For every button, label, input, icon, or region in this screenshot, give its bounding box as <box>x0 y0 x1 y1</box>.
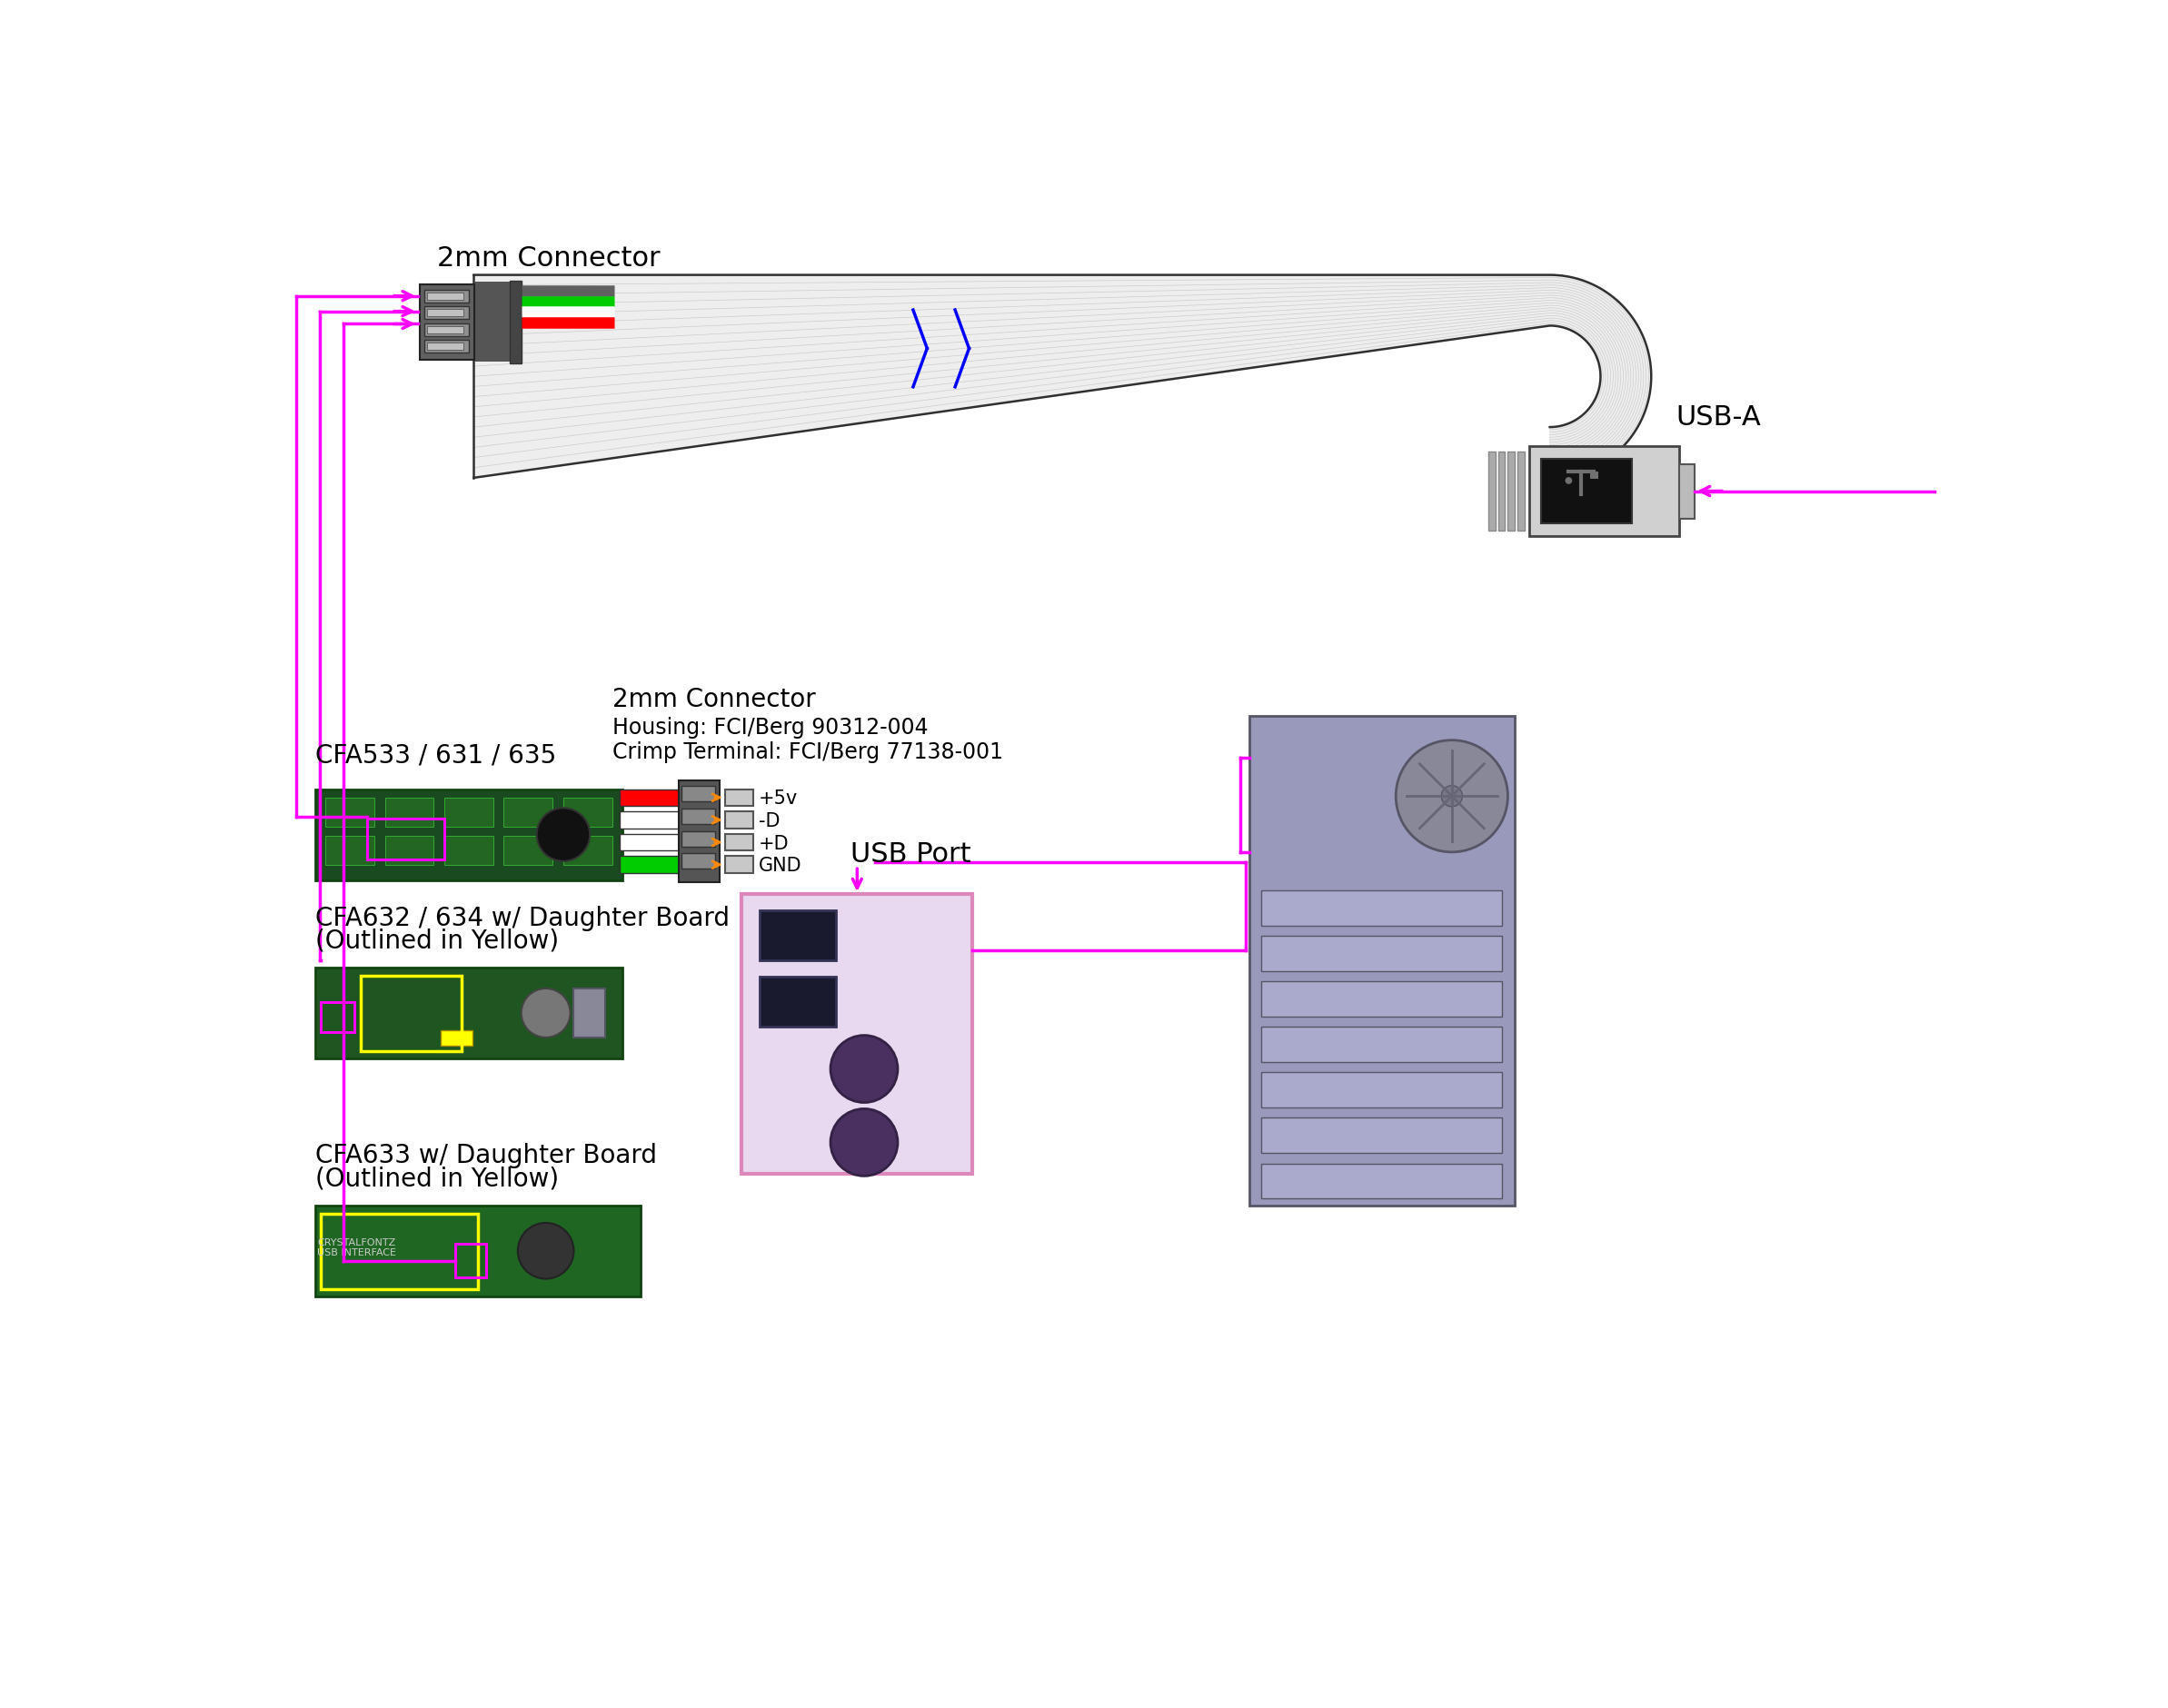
Bar <box>681 854 715 869</box>
Bar <box>427 292 464 299</box>
Bar <box>575 989 605 1037</box>
Bar <box>444 835 494 866</box>
Bar <box>425 323 468 336</box>
Bar <box>360 975 462 1052</box>
Bar <box>620 811 679 828</box>
Bar <box>314 789 622 880</box>
Circle shape <box>830 1035 898 1102</box>
Bar <box>681 832 715 847</box>
Bar <box>325 798 375 827</box>
Text: 2mm Connector: 2mm Connector <box>611 687 815 712</box>
Text: 2mm Connector: 2mm Connector <box>438 246 661 272</box>
Text: CFA533 / 631 / 635: CFA533 / 631 / 635 <box>314 743 555 769</box>
Bar <box>440 1030 473 1045</box>
Bar <box>724 811 752 828</box>
Bar <box>1589 471 1598 478</box>
Circle shape <box>1565 477 1572 483</box>
Bar <box>1541 459 1633 523</box>
Bar <box>503 835 553 866</box>
Bar <box>620 834 679 851</box>
Circle shape <box>518 1223 575 1279</box>
Bar <box>1680 465 1695 518</box>
Bar <box>681 786 715 801</box>
Bar <box>321 1003 353 1032</box>
Circle shape <box>830 1108 898 1175</box>
Circle shape <box>1442 786 1463 806</box>
Bar <box>314 1206 640 1296</box>
Bar <box>1262 982 1502 1016</box>
Bar <box>475 282 514 362</box>
Bar <box>321 1214 477 1290</box>
Bar <box>1507 453 1515 529</box>
Text: +5v: +5v <box>759 789 798 808</box>
Circle shape <box>1396 740 1507 852</box>
Bar <box>366 818 444 859</box>
Bar <box>425 290 468 302</box>
Bar <box>1262 1117 1502 1153</box>
Bar <box>1498 453 1505 529</box>
Text: +D: +D <box>759 835 789 852</box>
FancyBboxPatch shape <box>759 910 837 960</box>
Bar <box>724 789 752 806</box>
Bar <box>679 781 720 881</box>
Circle shape <box>520 989 570 1037</box>
Bar <box>1262 1073 1502 1107</box>
Text: CRYSTALFONTZ
USB INTERFACE: CRYSTALFONTZ USB INTERFACE <box>317 1238 397 1257</box>
Bar <box>314 967 622 1059</box>
Text: CFA632 / 634 w/ Daughter Board: CFA632 / 634 w/ Daughter Board <box>314 905 728 931</box>
Bar <box>1487 453 1496 529</box>
Bar <box>421 284 475 360</box>
Circle shape <box>538 808 590 861</box>
Text: Crimp Terminal: FCI/Berg 77138-001: Crimp Terminal: FCI/Berg 77138-001 <box>611 741 1004 763</box>
Bar <box>1262 936 1502 970</box>
Bar <box>325 835 375 866</box>
Bar <box>724 834 752 851</box>
FancyBboxPatch shape <box>759 977 837 1027</box>
Text: Housing: FCI/Berg 90312-004: Housing: FCI/Berg 90312-004 <box>611 717 928 738</box>
Bar <box>425 306 468 319</box>
Bar <box>1262 890 1502 926</box>
Bar <box>427 343 464 350</box>
Bar <box>444 798 494 827</box>
Text: GND: GND <box>759 857 802 874</box>
Bar <box>425 340 468 352</box>
Bar <box>427 326 464 333</box>
Bar <box>503 798 553 827</box>
Bar <box>1528 446 1680 536</box>
Bar <box>1518 453 1524 529</box>
Bar <box>386 798 434 827</box>
Bar <box>455 1243 486 1278</box>
Bar <box>427 309 464 316</box>
Text: USB Port: USB Port <box>850 842 971 868</box>
Bar <box>386 835 434 866</box>
Bar <box>564 835 611 866</box>
Bar <box>1262 1163 1502 1199</box>
Bar <box>1249 716 1515 1206</box>
Text: -D: -D <box>759 813 780 830</box>
Bar <box>509 280 522 364</box>
Bar <box>564 798 611 827</box>
Bar <box>724 856 752 873</box>
Bar <box>1262 1027 1502 1062</box>
Bar <box>620 856 679 873</box>
Bar <box>741 893 973 1173</box>
Text: USB-A: USB-A <box>1676 405 1760 430</box>
Bar <box>620 789 679 806</box>
Bar <box>681 808 715 823</box>
Text: CFA633 w/ Daughter Board: CFA633 w/ Daughter Board <box>314 1143 657 1168</box>
Text: (Outlined in Yellow): (Outlined in Yellow) <box>314 927 559 953</box>
Polygon shape <box>475 275 1652 478</box>
Text: (Outlined in Yellow): (Outlined in Yellow) <box>314 1167 559 1190</box>
